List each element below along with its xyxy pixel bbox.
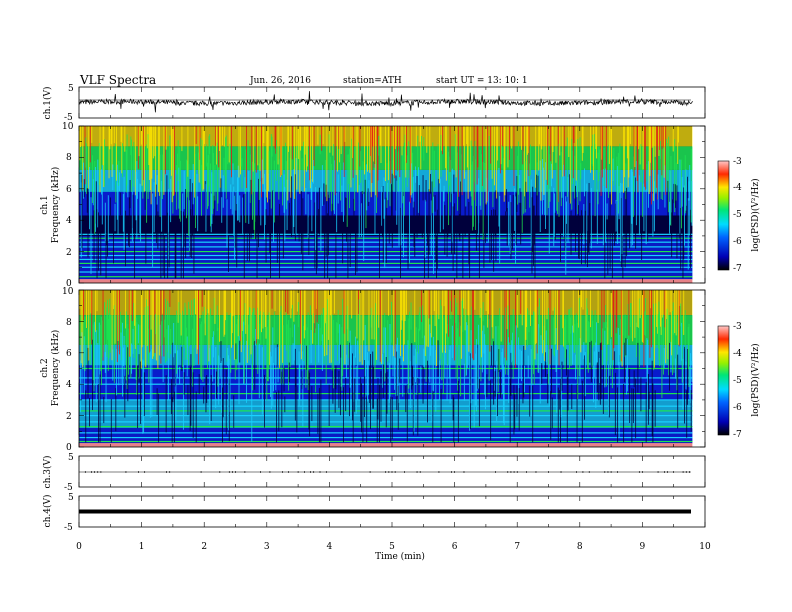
spectral-line-2: [79, 432, 693, 434]
ch2-colorbar-tick-4: -4: [733, 349, 742, 359]
ch1-colorbar-gradient: [717, 160, 730, 271]
spectral-line-10: [79, 383, 693, 385]
ch1-ytick-bottom: -5: [64, 113, 73, 123]
x-tick-3: 3: [264, 542, 270, 552]
ch1-colorbar: -3 -4 -5 -6 -7 log(PSD)(V²/Hz): [717, 157, 761, 274]
spectral-line-11: [79, 377, 693, 379]
ch2-ytick-8: 8: [66, 318, 72, 328]
spectral-line-8: [79, 241, 693, 243]
spectral-line-6: [79, 251, 693, 253]
spectral-line-7: [79, 246, 693, 248]
spectrogram-low-band: [79, 443, 693, 447]
ch3-waveform-blips: [84, 471, 690, 473]
ch1-spectrogram-panel: 0 2 4 6 8 10 ch.1 Frequency (kHz) -3 -4 …: [40, 122, 761, 289]
ch1-colorbar-tick-6: -6: [733, 237, 742, 247]
ch1-colorbar-tick-5: -5: [733, 210, 742, 220]
x-axis-label: Time (min): [375, 551, 425, 562]
ch2-colorbar-gradient: [717, 325, 730, 436]
ch2-colorbar-tick-7: -7: [733, 430, 742, 440]
ch2-spectrogram-ylabel: Frequency (kHz): [50, 330, 61, 407]
spectrogram-region-5: [79, 428, 693, 444]
ch1-spectrogram-streaks: [78, 126, 693, 279]
spectral-line-4: [79, 421, 693, 423]
ch2-spectrogram-channel-label: ch.2: [40, 358, 50, 377]
ch2-colorbar: -3 -4 -5 -6 -7 log(PSD)(V²/Hz): [717, 322, 761, 440]
spectral-line-4: [79, 258, 693, 261]
ch1-spectrogram-ylabel: Frequency (kHz): [50, 167, 61, 244]
spectral-line-7: [79, 405, 693, 407]
x-tick-7: 7: [514, 542, 520, 552]
ch2-spectrogram-streaks: [78, 290, 693, 443]
spectral-line-1: [79, 271, 693, 273]
ch1-colorbar-label: log(PSD)(V²/Hz): [750, 178, 761, 251]
x-tick-9: 9: [640, 542, 646, 552]
spectral-line-3: [79, 425, 693, 428]
ch1-ytick-0: 0: [66, 279, 72, 289]
ch1-colorbar-tick-3: -3: [733, 157, 742, 167]
ch1-ytick-4: 4: [66, 216, 72, 226]
spectral-line-2: [79, 266, 693, 268]
spectral-line-8: [79, 399, 693, 401]
spectral-line-1: [79, 436, 693, 439]
ch4-ytick-top: 5: [68, 493, 74, 503]
ch2-spectrogram-panel: 0 2 4 6 8 10 ch.2 Frequency (kHz) -3 -4 …: [40, 287, 761, 453]
ch1-colorbar-tick-7: -7: [733, 264, 742, 274]
ch1-ytick-8: 8: [66, 153, 72, 163]
spectral-line-3: [79, 262, 693, 264]
x-tick-1: 1: [139, 542, 145, 552]
ch1-colorbar-tick-4: -4: [733, 183, 742, 193]
ch2-ytick-4: 4: [66, 380, 72, 390]
spectral-line-9: [79, 237, 693, 239]
ch1-ytick-6: 6: [66, 185, 72, 195]
figure-title: VLF Spectra: [79, 73, 156, 87]
spectrogram-region-4: [79, 399, 693, 429]
spectral-line-5: [79, 415, 693, 417]
ch3-ytick-top: 5: [68, 453, 74, 463]
spectral-line-6: [79, 410, 693, 412]
date-label: Jun. 26, 2016: [249, 76, 311, 86]
x-axis: 0 1 2 3 4 5 6 7 8 9 10 Time (min): [76, 542, 711, 562]
start-time-label: start UT = 13: 10: 1: [436, 76, 528, 86]
ch1-ytick-10: 10: [62, 122, 74, 132]
ch1-ytick-top: 5: [68, 84, 74, 94]
spectral-line-0: [79, 440, 693, 443]
ch2-colorbar-tick-6: -6: [733, 403, 742, 413]
spectral-line-10: [79, 233, 693, 235]
spectrogram-region-0: [79, 290, 693, 316]
spectral-line-5: [79, 254, 693, 257]
ch1-ytick-2: 2: [66, 248, 72, 258]
ch2-ytick-2: 2: [66, 412, 72, 422]
spectrogram-region-4: [79, 215, 693, 236]
spectral-line-0: [79, 276, 693, 278]
ch2-ytick-0: 0: [66, 443, 72, 453]
x-tick-5: 5: [389, 542, 395, 552]
x-tick-4: 4: [327, 542, 333, 552]
ch3-ytick-bottom: -5: [64, 483, 73, 493]
panel-tick-marks: [78, 87, 706, 527]
ch1-waveform-ylabel: ch.1(V): [42, 87, 53, 120]
spectrogram-low-band: [79, 279, 693, 283]
ch2-ytick-10: 10: [62, 287, 74, 297]
ch4-ytick-bottom: -5: [64, 523, 73, 533]
x-tick-10: 10: [699, 542, 711, 552]
ch2-colorbar-label: log(PSD)(V²/Hz): [750, 343, 761, 416]
ch1-waveform-trace: [78, 91, 693, 113]
ch3-waveform-ylabel: ch.3(V): [42, 456, 53, 489]
ch4-waveform-ylabel: ch.4(V): [42, 495, 53, 528]
spectral-line-9: [79, 393, 693, 395]
x-tick-6: 6: [452, 542, 458, 552]
ch2-colorbar-tick-3: -3: [733, 322, 742, 332]
x-tick-8: 8: [577, 542, 583, 552]
x-tick-2: 2: [201, 542, 207, 552]
ch2-ytick-6: 6: [66, 349, 72, 359]
ch2-colorbar-tick-5: -5: [733, 376, 742, 386]
x-tick-0: 0: [76, 542, 82, 552]
station-label: station=ATH: [343, 76, 402, 86]
ch1-spectrogram-channel-label: ch.1: [40, 195, 50, 214]
